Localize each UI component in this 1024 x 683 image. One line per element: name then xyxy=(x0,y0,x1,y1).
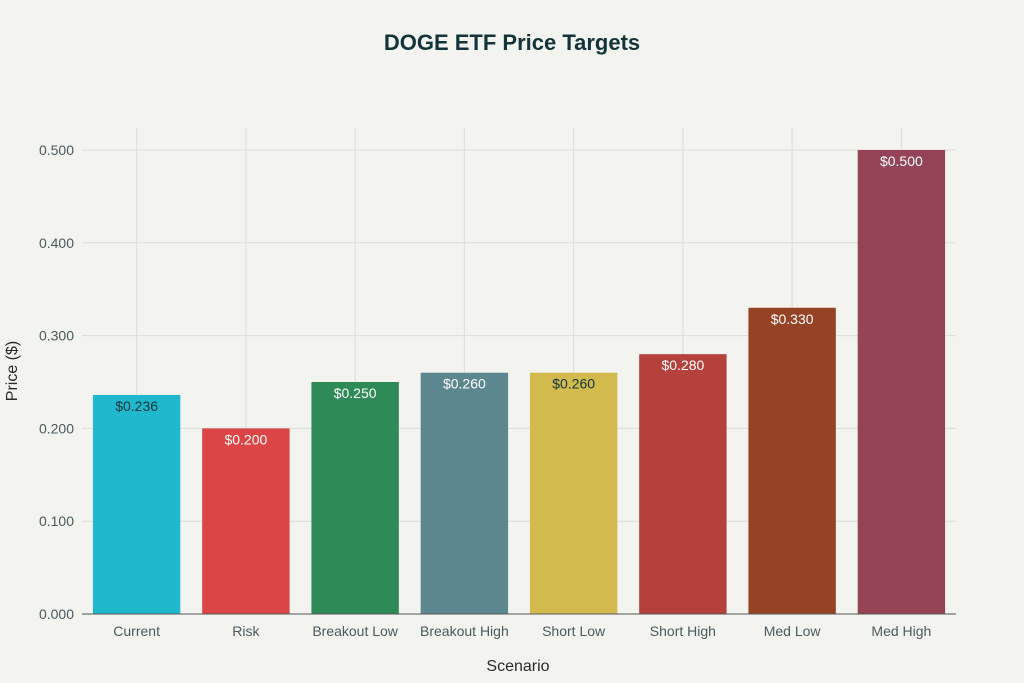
bar-value-label: $0.260 xyxy=(443,376,486,392)
x-tick-label: Current xyxy=(113,623,160,639)
bar-value-label: $0.250 xyxy=(334,385,377,401)
bar-value-label: $0.200 xyxy=(224,431,267,447)
x-tick-label: Short High xyxy=(650,623,716,639)
x-tick-label: Risk xyxy=(232,623,260,639)
bar-value-label: $0.260 xyxy=(552,376,595,392)
data-labels: $0.236 $0.200 $0.250 $0.260 $0.260 $0.280 $0.3… xyxy=(115,153,923,447)
y-tick-label: 0.300 xyxy=(39,328,74,344)
y-tick-label: 0.200 xyxy=(39,420,74,436)
y-tick-label: 0.000 xyxy=(39,606,74,622)
y-axis-title: Price ($) xyxy=(4,341,21,401)
bar[interactable] xyxy=(420,372,509,614)
y-tick-label: 0.400 xyxy=(39,235,74,251)
x-tick-label: Med Low xyxy=(764,623,822,639)
x-axis-title: Scenario xyxy=(486,658,549,675)
bar[interactable] xyxy=(857,150,946,614)
bar[interactable] xyxy=(202,428,290,614)
chart-title: DOGE ETF Price Targets xyxy=(384,30,640,55)
bar[interactable] xyxy=(92,394,181,614)
x-tick-label: Breakout High xyxy=(420,623,509,639)
bar[interactable] xyxy=(748,307,836,614)
bar-value-label: $0.500 xyxy=(880,153,923,169)
bars xyxy=(92,150,946,614)
bar-value-label: $0.330 xyxy=(771,311,814,327)
bar-value-label: $0.280 xyxy=(661,357,704,373)
bar[interactable] xyxy=(639,354,727,614)
x-axis-ticks: Current Risk Breakout Low Breakout High Shor… xyxy=(113,623,931,639)
y-tick-label: 0.500 xyxy=(39,142,74,158)
y-tick-label: 0.100 xyxy=(39,513,74,529)
x-tick-label: Breakout Low xyxy=(312,623,398,639)
bar[interactable] xyxy=(311,382,399,614)
bar-value-label: $0.236 xyxy=(115,398,158,414)
y-axis-ticks: 0.000 0.100 0.200 0.300 0.400 0.500 xyxy=(39,142,74,622)
x-tick-label: Short Low xyxy=(542,623,606,639)
bar[interactable] xyxy=(529,372,618,614)
x-tick-label: Med High xyxy=(871,623,931,639)
